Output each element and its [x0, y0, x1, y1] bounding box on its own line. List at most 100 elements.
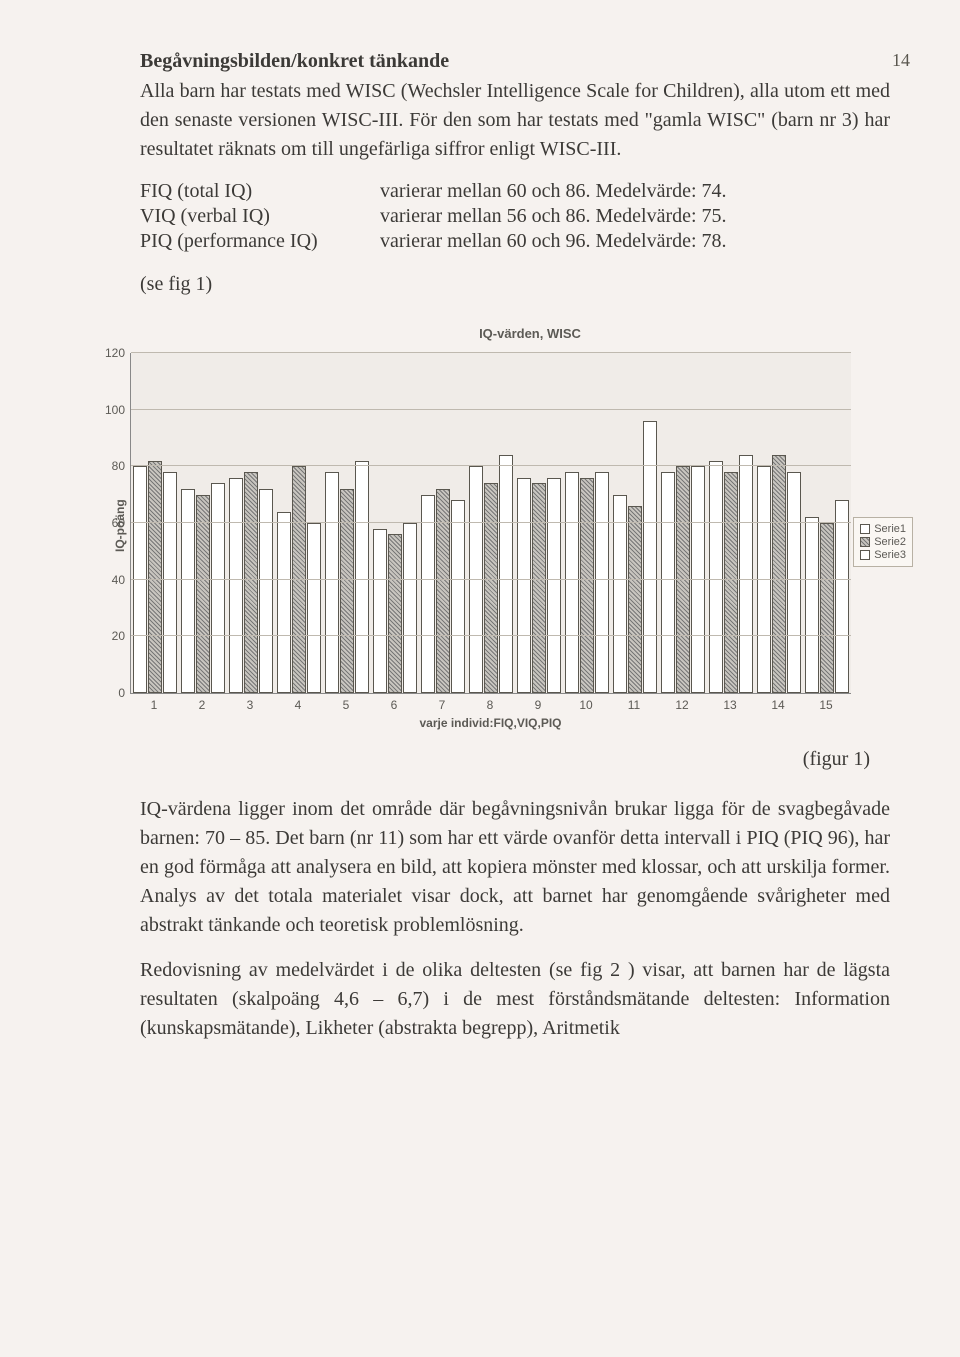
chart-bar	[739, 455, 753, 693]
chart-gridline	[131, 635, 851, 636]
iq-chart: IQ-värden, WISC IQ-poäng 020406080100120…	[110, 326, 950, 730]
chart-x-tick: 2	[178, 698, 226, 712]
chart-bar	[196, 495, 210, 693]
chart-x-tick: 5	[322, 698, 370, 712]
chart-bar	[148, 461, 162, 693]
chart-bar-group	[515, 353, 563, 693]
chart-bar	[787, 472, 801, 693]
chart-bar	[469, 466, 483, 693]
chart-bar	[691, 466, 705, 693]
legend-item: Serie3	[860, 549, 906, 561]
chart-x-tick: 11	[610, 698, 658, 712]
chart-x-tick: 9	[514, 698, 562, 712]
chart-x-tick: 7	[418, 698, 466, 712]
chart-y-axis-label: IQ-poäng	[113, 532, 127, 552]
iq-row-label: PIQ (performance IQ)	[140, 230, 380, 253]
chart-x-tick: 1	[130, 698, 178, 712]
iq-summary-table: FIQ (total IQ)varierar mellan 60 och 86.…	[140, 180, 890, 253]
chart-y-tick: 40	[112, 573, 131, 587]
legend-swatch	[860, 550, 870, 560]
chart-x-tick: 13	[706, 698, 754, 712]
chart-bar	[133, 466, 147, 693]
iq-row-label: FIQ (total IQ)	[140, 180, 380, 203]
chart-bar-group	[371, 353, 419, 693]
chart-bar	[643, 421, 657, 693]
chart-gridline	[131, 409, 851, 410]
chart-bar	[772, 455, 786, 693]
chart-x-tick: 6	[370, 698, 418, 712]
chart-canvas-wrap: 020406080100120 123456789101112131415 va…	[130, 353, 851, 730]
chart-bar	[532, 483, 546, 693]
chart-bar	[628, 506, 642, 693]
chart-bar	[613, 495, 627, 693]
chart-bar	[757, 466, 771, 693]
chart-y-tick: 60	[112, 516, 131, 530]
chart-bar	[436, 489, 450, 693]
chart-bar-group	[707, 353, 755, 693]
legend-item: Serie1	[860, 523, 906, 535]
figure-reference: (se fig 1)	[140, 273, 890, 296]
chart-bar	[259, 489, 273, 693]
legend-label: Serie3	[874, 549, 906, 561]
chart-bar	[181, 489, 195, 693]
chart-x-tick: 14	[754, 698, 802, 712]
chart-bar	[163, 472, 177, 693]
chart-bar-group	[323, 353, 371, 693]
chart-gridline	[131, 579, 851, 580]
chart-bar-group	[659, 353, 707, 693]
chart-bar	[499, 455, 513, 693]
chart-bar-group	[611, 353, 659, 693]
chart-bar	[661, 472, 675, 693]
chart-title: IQ-värden, WISC	[110, 326, 950, 341]
chart-bar	[580, 478, 594, 693]
chart-bar-group	[227, 353, 275, 693]
chart-y-tick: 100	[105, 403, 131, 417]
chart-gridline	[131, 465, 851, 466]
chart-x-tick: 8	[466, 698, 514, 712]
chart-bar	[805, 517, 819, 693]
page-number: 14	[892, 50, 910, 71]
section-heading: Begåvningsbilden/konkret tänkande	[140, 50, 890, 73]
chart-bar	[484, 483, 498, 693]
chart-bar	[724, 472, 738, 693]
chart-bar	[355, 461, 369, 693]
chart-legend: Serie1Serie2Serie3	[853, 517, 913, 567]
chart-bar	[229, 478, 243, 693]
iq-row-value: varierar mellan 60 och 96. Medelvärde: 7…	[380, 230, 890, 253]
chart-bar	[388, 534, 402, 693]
legend-swatch	[860, 524, 870, 534]
chart-bar-group	[467, 353, 515, 693]
chart-bar-group	[563, 353, 611, 693]
document-page: 14 Begåvningsbilden/konkret tänkande All…	[0, 0, 960, 1357]
chart-bar	[820, 523, 834, 693]
chart-x-tick: 12	[658, 698, 706, 712]
chart-bar	[676, 466, 690, 693]
chart-bar	[835, 500, 849, 693]
chart-bar	[340, 489, 354, 693]
legend-label: Serie2	[874, 536, 906, 548]
chart-y-tick: 120	[105, 346, 131, 360]
chart-x-tick: 15	[802, 698, 850, 712]
chart-bar	[373, 529, 387, 693]
chart-plot-area: 020406080100120	[130, 353, 851, 694]
chart-bar	[595, 472, 609, 693]
legend-item: Serie2	[860, 536, 906, 548]
legend-label: Serie1	[874, 523, 906, 535]
figure-caption: (figur 1)	[140, 748, 870, 771]
iq-row-value: varierar mellan 60 och 86. Medelvärde: 7…	[380, 180, 890, 203]
chart-bar-group	[755, 353, 803, 693]
chart-bar-group	[419, 353, 467, 693]
chart-bar	[565, 472, 579, 693]
chart-bar	[421, 495, 435, 693]
chart-y-tick: 20	[112, 629, 131, 643]
chart-bar	[709, 461, 723, 693]
chart-bar-group	[131, 353, 179, 693]
chart-bar	[211, 483, 225, 693]
chart-x-tick: 4	[274, 698, 322, 712]
chart-x-axis-label: varje individ:FIQ,VIQ,PIQ	[130, 716, 851, 730]
chart-bar	[277, 512, 291, 693]
chart-bar	[244, 472, 258, 693]
chart-x-tick: 10	[562, 698, 610, 712]
chart-x-tick: 3	[226, 698, 274, 712]
chart-y-tick: 80	[112, 459, 131, 473]
